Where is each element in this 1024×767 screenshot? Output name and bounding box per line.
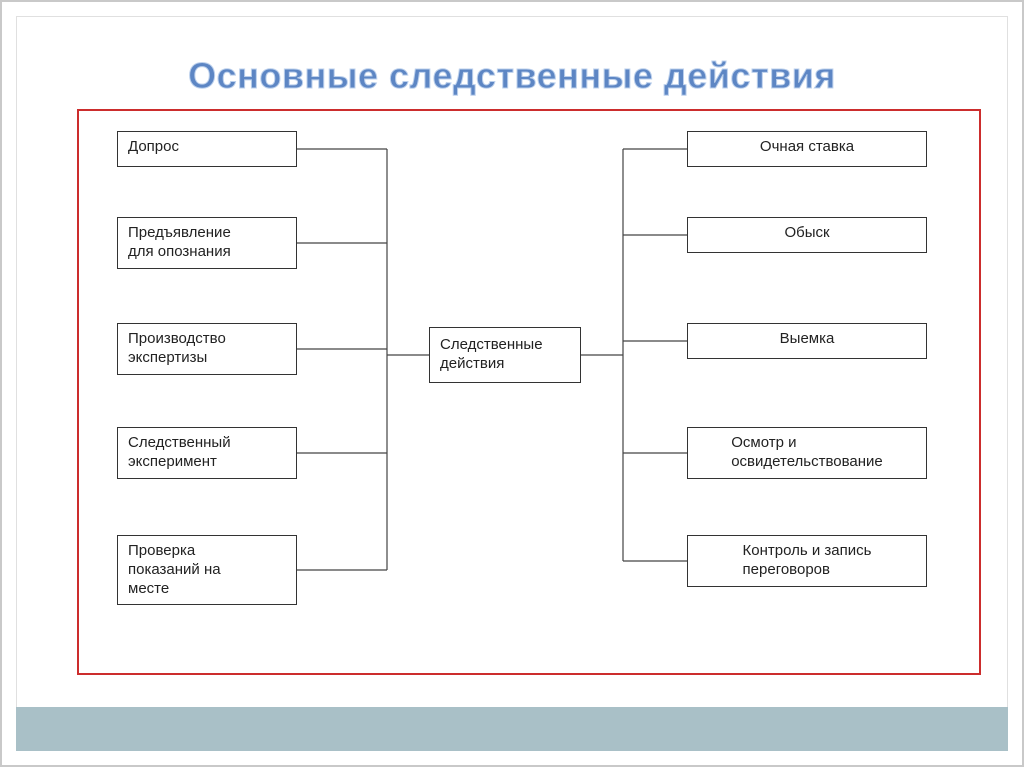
diagram-node: Проверкапоказаний наместе bbox=[117, 535, 297, 605]
diagram-node: Производствоэкспертизы bbox=[117, 323, 297, 375]
diagram-node: Очная ставка bbox=[687, 131, 927, 167]
diagram-node: Обыск bbox=[687, 217, 927, 253]
diagram-node: Выемка bbox=[687, 323, 927, 359]
diagram-node: Осмотр иосвидетельствование bbox=[687, 427, 927, 479]
diagram-node: Предъявлениедля опознания bbox=[117, 217, 297, 269]
bottom-accent-band bbox=[16, 707, 1008, 751]
slide-title: Основные следственные действия bbox=[17, 55, 1007, 97]
diagram-node: Допрос bbox=[117, 131, 297, 167]
diagram-node: Следственныйэксперимент bbox=[117, 427, 297, 479]
slide-inner: Основные следственные действия Следствен… bbox=[16, 16, 1008, 751]
diagram-node: Контроль и записьпереговоров bbox=[687, 535, 927, 587]
slide: Основные следственные действия Следствен… bbox=[0, 0, 1024, 767]
diagram-node: Следственныедействия bbox=[429, 327, 581, 383]
